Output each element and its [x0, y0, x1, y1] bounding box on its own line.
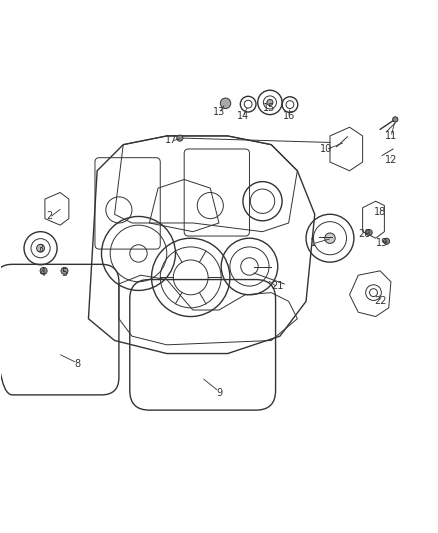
Circle shape: [267, 99, 273, 106]
Text: 14: 14: [237, 111, 249, 122]
Circle shape: [366, 230, 372, 236]
Text: 5: 5: [61, 268, 67, 278]
Circle shape: [37, 244, 45, 252]
Text: 12: 12: [385, 155, 397, 165]
Text: 17: 17: [165, 135, 177, 146]
Circle shape: [40, 268, 47, 274]
Text: 4: 4: [40, 268, 46, 278]
Text: 13: 13: [213, 107, 225, 117]
Text: 2: 2: [46, 212, 53, 221]
Circle shape: [61, 268, 68, 274]
Text: 16: 16: [283, 111, 295, 122]
Circle shape: [325, 233, 335, 244]
Text: 22: 22: [374, 296, 386, 306]
Text: 9: 9: [216, 387, 222, 398]
Text: 21: 21: [272, 281, 284, 291]
Text: 15: 15: [263, 103, 275, 112]
Text: 1: 1: [310, 238, 316, 247]
Text: 11: 11: [385, 131, 397, 141]
Circle shape: [220, 98, 231, 109]
Text: 10: 10: [319, 144, 332, 154]
Circle shape: [392, 117, 398, 122]
Text: 20: 20: [359, 229, 371, 239]
Circle shape: [177, 135, 183, 141]
Text: 8: 8: [74, 359, 81, 369]
Text: 3: 3: [38, 244, 44, 254]
Text: 18: 18: [374, 207, 386, 217]
Text: 19: 19: [376, 238, 389, 247]
Circle shape: [384, 238, 390, 244]
